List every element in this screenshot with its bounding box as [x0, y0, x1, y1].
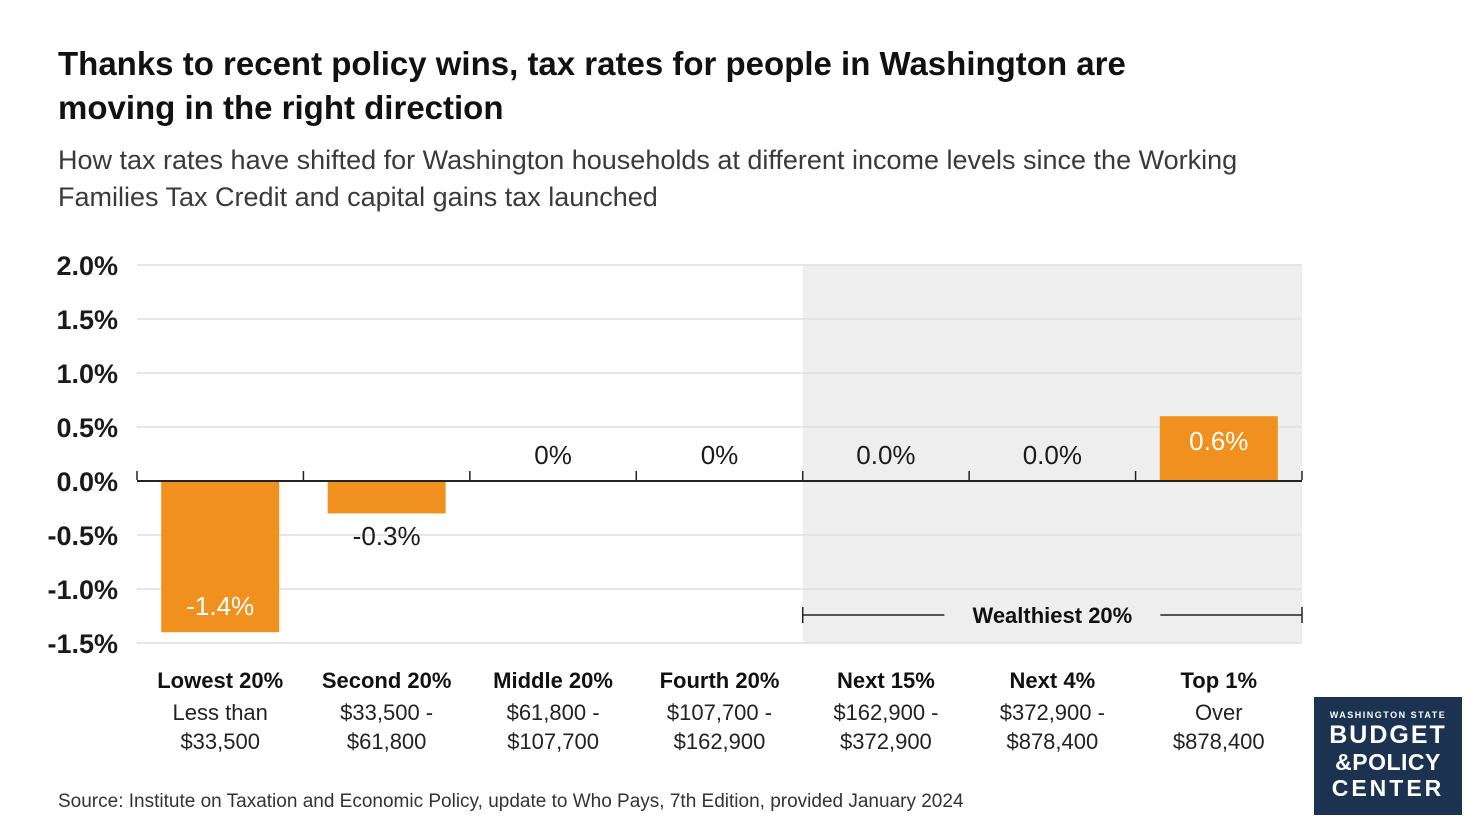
category-range-line1: Over	[1195, 700, 1243, 725]
category-range-line2: $878,400	[1006, 729, 1098, 754]
logo-line-2: BUDGET	[1329, 721, 1447, 749]
y-tick-label: -1.5%	[47, 629, 118, 659]
bar	[327, 481, 446, 514]
logo-line-1: WASHINGTON STATE	[1329, 710, 1447, 720]
bar	[161, 481, 280, 633]
logo-line-4: CENTER	[1331, 775, 1445, 801]
category-range-line2: $162,900	[674, 729, 766, 754]
category-range-line2: $107,700	[507, 729, 599, 754]
category-label: Next 15%	[837, 668, 935, 693]
category-range-line2: $878,400	[1173, 729, 1265, 754]
category-label: Fourth 20%	[660, 668, 780, 693]
chart-subtitle: How tax rates have shifted for Washingto…	[58, 145, 1238, 212]
highlight-group-label: Wealthiest 20%	[972, 603, 1132, 628]
category-range-line1: $107,700 -	[667, 700, 772, 725]
y-tick-label: 2.0%	[56, 251, 118, 281]
category-range-line1: $61,800 -	[507, 700, 600, 725]
category-label: Top 1%	[1180, 668, 1257, 693]
category-range-line2: $33,500	[180, 729, 260, 754]
y-tick-label: 1.0%	[56, 359, 118, 389]
y-tick-label: -1.0%	[47, 575, 118, 605]
budget-policy-center-logo: WASHINGTON STATE BUDGET &POLICY CENTER	[1314, 697, 1462, 815]
y-tick-label: -0.5%	[47, 521, 118, 551]
data-label: 0%	[534, 440, 572, 470]
data-label: 0%	[701, 440, 739, 470]
category-range-line2: $61,800	[347, 729, 427, 754]
source-note: Source: Institute on Taxation and Econom…	[58, 791, 964, 812]
data-label: 0.0%	[1023, 440, 1082, 470]
logo-line-3: &POLICY	[1335, 749, 1441, 775]
bar	[1159, 416, 1278, 481]
category-range-line1: $162,900 -	[833, 700, 938, 725]
category-range-line2: $372,900	[840, 729, 932, 754]
category-range-line1: $33,500 -	[340, 700, 433, 725]
category-label: Middle 20%	[493, 668, 613, 693]
category-label: Next 4%	[1010, 668, 1096, 693]
category-label: Lowest 20%	[157, 668, 283, 693]
category-range-line1: $372,900 -	[1000, 700, 1105, 725]
data-label: 0.6%	[1189, 426, 1248, 456]
y-tick-label: 1.5%	[56, 305, 118, 335]
chart-title: Thanks to recent policy wins, tax rates …	[58, 45, 1126, 126]
y-tick-label: 0.5%	[56, 413, 118, 443]
category-label: Second 20%	[322, 668, 452, 693]
data-label: 0.0%	[856, 440, 915, 470]
category-range-line1: Less than	[173, 700, 268, 725]
data-label: -0.3%	[353, 521, 421, 551]
data-label: -1.4%	[186, 591, 254, 621]
y-tick-label: 0.0%	[56, 467, 118, 497]
